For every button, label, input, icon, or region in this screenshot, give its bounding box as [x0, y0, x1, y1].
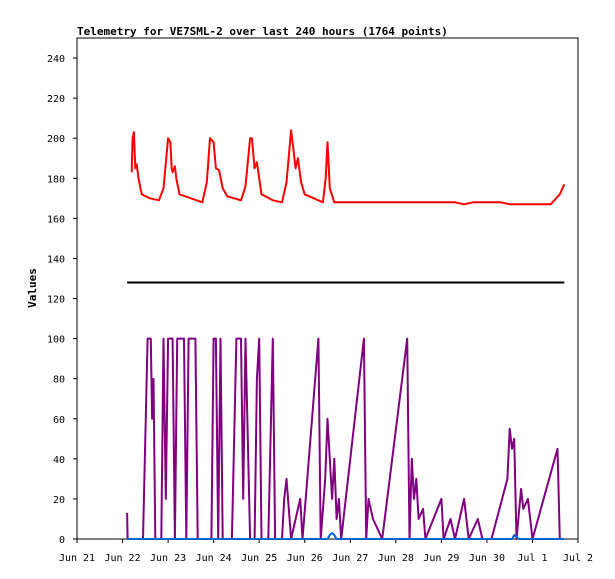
y-tick-label: 80 [53, 375, 65, 386]
x-tick-label: Jun 22 [104, 553, 140, 564]
y-tick-label: 40 [53, 455, 65, 466]
y-axis-ticks: 0 20 40 60 80 100 120 140 160 180 200 220 240 [47, 54, 77, 546]
x-tick-label: Jun 23 [150, 553, 186, 564]
series-line-1 [130, 129, 566, 206]
x-tick-label: Jun 30 [469, 553, 505, 564]
x-axis-ticks: Jun 21 Jun 22 Jun 23 Jun 24 Jun 25 Jun 26 Jun … [59, 539, 593, 564]
y-tick-label: 0 [59, 535, 65, 546]
x-tick-label: Jun 26 [287, 553, 323, 564]
chart-title: Telemetry for VE7SML-2 over last 240 hou… [77, 25, 448, 38]
y-tick-label: 120 [47, 295, 65, 306]
y-tick-label: 220 [47, 94, 65, 105]
y-tick-label: 160 [47, 214, 65, 225]
x-tick-label: Jun 27 [332, 553, 368, 564]
plot-frame [76, 37, 579, 540]
y-tick-label: 200 [47, 134, 65, 145]
y-axis-label: Values [26, 268, 39, 308]
y-tick-label: 140 [47, 254, 65, 265]
y-tick-label: 180 [47, 174, 65, 185]
y-tick-label: 100 [47, 335, 65, 346]
y-tick-label: 60 [53, 415, 65, 426]
series-lines [126, 129, 566, 540]
x-tick-label: Jun 24 [196, 553, 232, 564]
y-tick-label: 240 [47, 54, 65, 65]
x-tick-label: Jun 28 [378, 553, 414, 564]
x-tick-label: Jul 1 [517, 553, 547, 564]
x-tick-label: Jul 2 [563, 553, 593, 564]
series-line-3 [126, 337, 561, 540]
series-line-4 [127, 532, 565, 540]
x-tick-label: Jun 29 [423, 553, 459, 564]
x-tick-label: Jun 21 [59, 553, 95, 564]
y-tick-label: 20 [53, 495, 65, 506]
x-tick-label: Jun 25 [241, 553, 277, 564]
